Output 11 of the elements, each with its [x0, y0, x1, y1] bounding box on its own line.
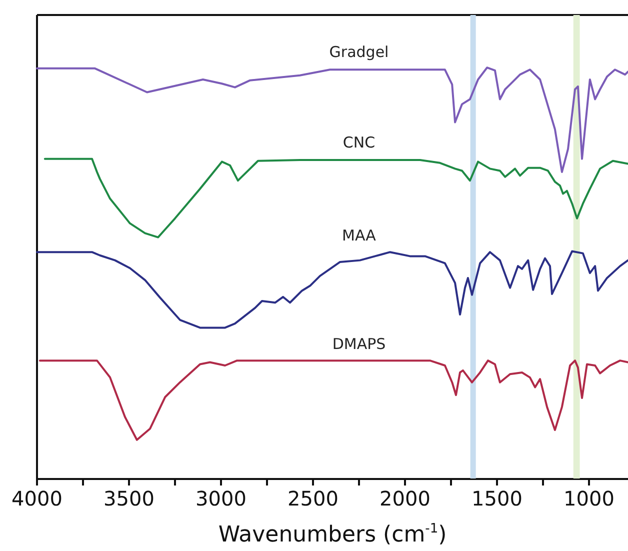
x-tick-label: 1000	[564, 486, 614, 510]
series-label: Gradgel	[329, 42, 389, 61]
series-label: CNC	[342, 133, 376, 152]
series-label: DMAPS	[332, 335, 386, 354]
x-tick-label: 2000	[380, 486, 430, 510]
x-tick-label: 4000	[12, 486, 62, 510]
x-tick-label: 3000	[196, 486, 246, 510]
series-label: MAA	[342, 226, 377, 245]
x-tick-label: 3500	[104, 486, 154, 510]
x-tick-label: 1500	[472, 486, 522, 510]
x-tick-label: 2500	[288, 486, 338, 510]
